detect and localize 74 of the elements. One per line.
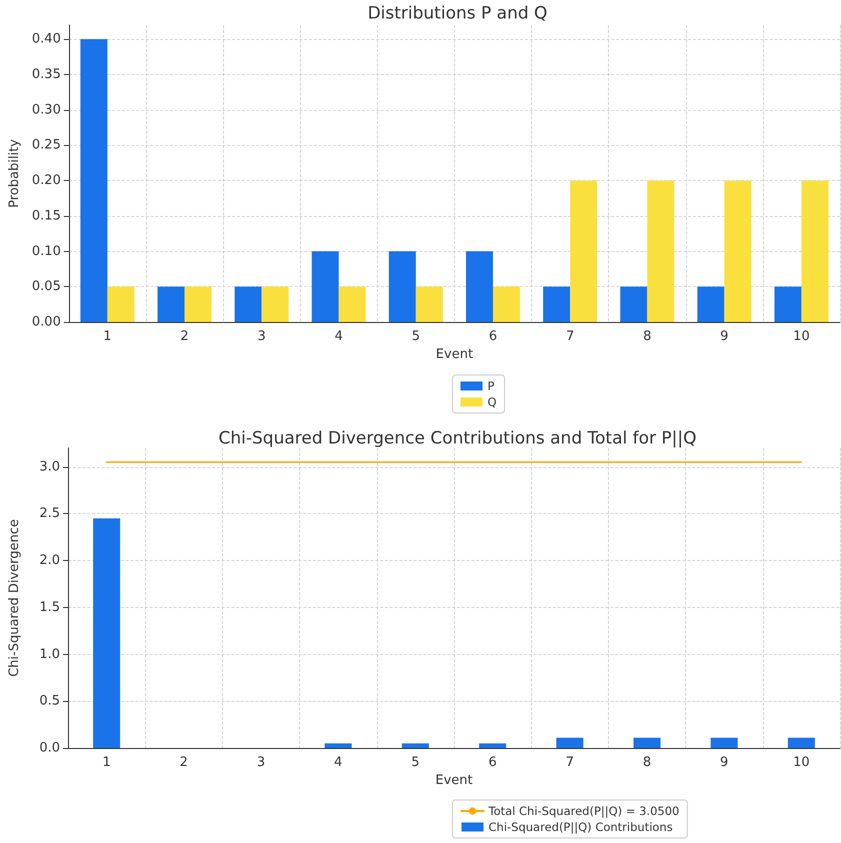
bar	[788, 738, 815, 748]
bar	[801, 180, 828, 322]
y-tick-label: 2.0	[39, 553, 60, 568]
y-tick-label: 1.5	[39, 600, 60, 615]
x-tick-label: 3	[256, 755, 266, 770]
legend-label: Chi-Squared(P||Q) Contributions	[488, 820, 673, 834]
bar	[338, 286, 366, 322]
legend-label: P	[488, 379, 494, 393]
legend-label: Total Chi-Squared(P||Q) = 3.0500	[488, 804, 680, 818]
x-tick-label: 4	[334, 329, 343, 344]
bar	[402, 743, 429, 748]
y-axis-title: Chi-Squared Divergence	[7, 519, 22, 677]
x-axis-title: Event	[436, 346, 474, 362]
y-tick-label: 0.10	[32, 244, 61, 259]
chart-title: Chi-Squared Divergence Contributions and Total for P||Q	[218, 428, 696, 448]
y-tick-label: 0.30	[32, 102, 61, 118]
bar	[492, 286, 520, 322]
bar	[710, 738, 738, 748]
x-tick-label: 3	[257, 329, 266, 344]
y-tick-label: 1.0	[39, 646, 60, 662]
bar	[633, 738, 661, 748]
y-tick-label: 2.5	[39, 506, 60, 522]
y-tick-label: 0.25	[32, 138, 61, 153]
x-tick-label: 9	[720, 329, 728, 344]
legend-label: Q	[488, 395, 497, 409]
y-tick-label: 0.20	[32, 173, 61, 188]
chart-title: Distributions P and Q	[368, 4, 548, 24]
x-tick-label: 10	[793, 755, 810, 770]
bar	[697, 286, 724, 322]
x-tick-label: 6	[488, 755, 497, 770]
bar	[262, 286, 289, 322]
x-tick-label: 5	[411, 755, 420, 770]
bar	[416, 286, 443, 322]
y-tick-label: 0.00	[32, 314, 61, 330]
bar	[479, 743, 506, 748]
bar	[543, 286, 570, 322]
y-tick-label: 0.5	[39, 694, 60, 709]
y-tick-label: 3.0	[39, 459, 60, 474]
x-tick-label: 8	[643, 329, 652, 344]
x-tick-label: 8	[642, 755, 652, 770]
bar	[234, 286, 262, 322]
bar	[80, 39, 108, 322]
x-tick-label: 9	[720, 755, 728, 770]
y-tick-label: 0.0	[39, 740, 60, 756]
y-tick-label: 0.40	[32, 32, 61, 47]
bar	[774, 286, 802, 322]
bar	[184, 286, 212, 322]
x-tick-label: 5	[412, 329, 420, 344]
bar	[620, 286, 648, 322]
x-tick-label: 1	[102, 755, 111, 770]
x-tick-label: 7	[566, 329, 574, 344]
bar	[724, 180, 752, 322]
bar	[466, 251, 493, 322]
bar	[312, 251, 339, 322]
bar	[324, 743, 352, 748]
bar	[570, 180, 598, 322]
x-tick-label: 7	[566, 755, 574, 770]
x-tick-label: 6	[488, 329, 498, 344]
y-tick-label: 0.35	[32, 67, 61, 82]
x-axis-title: Event	[435, 772, 473, 788]
bar	[556, 738, 584, 748]
bar	[158, 286, 185, 322]
x-tick-label: 2	[180, 329, 189, 344]
bar	[388, 251, 416, 322]
bar	[647, 180, 674, 322]
y-axis-title: Probability	[7, 138, 22, 208]
bar	[107, 286, 134, 322]
x-tick-label: 1	[103, 329, 112, 344]
y-tick-label: 0.05	[32, 279, 61, 294]
x-tick-label: 10	[793, 329, 810, 344]
x-tick-label: 4	[334, 755, 342, 770]
y-tick-label: 0.15	[32, 208, 61, 224]
bar	[93, 518, 120, 748]
x-tick-label: 2	[180, 755, 188, 770]
